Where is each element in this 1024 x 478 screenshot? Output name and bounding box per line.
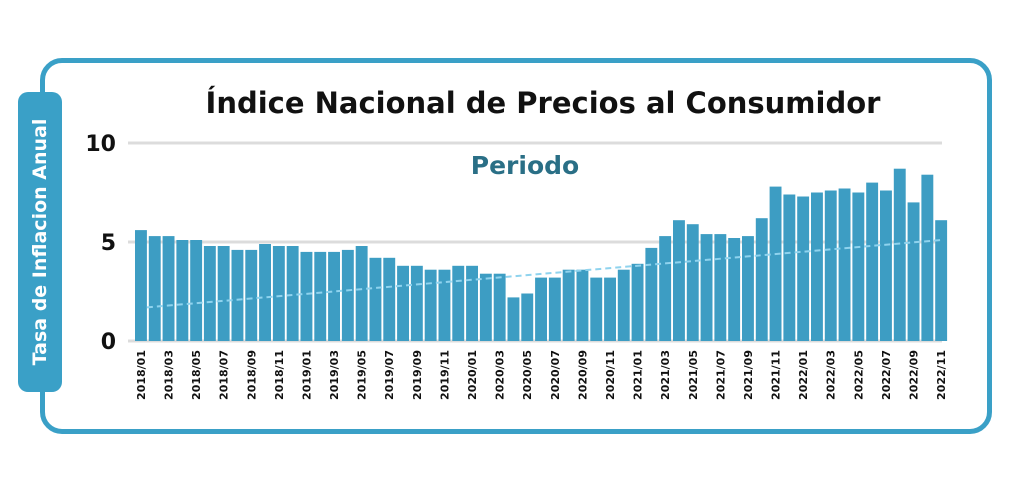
x-tick-label: 2022/09 (908, 350, 921, 400)
y-tick-label: 0 (101, 330, 116, 355)
x-tick-label: 2018/09 (245, 350, 258, 400)
x-tick-label: 2022/03 (825, 350, 838, 400)
x-tick-label: 2020/03 (494, 350, 507, 400)
bar (424, 269, 437, 341)
bar (479, 273, 492, 341)
x-tick-label: 2019/09 (411, 350, 424, 400)
y-axis-label-tab (18, 92, 62, 392)
bar (410, 265, 423, 341)
x-tick-label: 2019/03 (328, 350, 341, 400)
bar (852, 192, 865, 341)
bar (907, 202, 920, 341)
x-tick-label: 2020/07 (549, 350, 562, 400)
bar (245, 249, 258, 341)
bar (631, 263, 644, 341)
bar (797, 196, 810, 341)
bar (783, 194, 796, 341)
bar (259, 244, 271, 341)
bar (659, 236, 672, 341)
trendline (146, 239, 942, 309)
chart-title: Índice Nacional de Precios al Consumidor (206, 86, 882, 120)
x-tick-label: 2019/07 (383, 350, 396, 400)
bar (397, 265, 409, 341)
bar (466, 265, 478, 341)
bar (286, 246, 299, 341)
bar (272, 246, 285, 341)
bar (300, 251, 313, 341)
x-tick-label: 2019/11 (438, 350, 451, 400)
bar (217, 246, 230, 341)
x-tick-label: 2020/01 (466, 350, 479, 400)
bar (742, 236, 754, 341)
bar (714, 234, 727, 341)
x-tick-label: 2018/11 (273, 350, 286, 400)
bar (438, 269, 451, 341)
bar (673, 220, 685, 341)
bar (452, 265, 465, 341)
bar (231, 249, 244, 341)
x-tick-label: 2020/05 (521, 350, 534, 400)
bar (921, 174, 934, 341)
x-tick-label: 2018/07 (218, 350, 231, 400)
x-tick-label: 2018/03 (163, 350, 176, 400)
x-tick-label: 2019/01 (301, 350, 314, 400)
x-tick-label: 2021/05 (687, 350, 700, 400)
bar (548, 277, 561, 341)
bar (203, 246, 216, 341)
x-tick-label: 2021/03 (659, 350, 672, 400)
x-tick-label: 2018/05 (190, 350, 203, 400)
x-axis-title: Periodo (471, 151, 579, 180)
bar (148, 236, 161, 341)
bar (838, 188, 851, 341)
bar (893, 168, 906, 341)
bar (604, 277, 616, 341)
bar (190, 240, 203, 341)
bar (176, 240, 189, 341)
bar (328, 251, 340, 341)
x-tick-label: 2020/11 (604, 350, 617, 400)
y-tick-label: 10 (85, 132, 116, 157)
bar (521, 293, 534, 341)
bar (617, 269, 630, 341)
x-tick-label: 2021/09 (742, 350, 755, 400)
bar (686, 224, 699, 341)
x-tick-label: 2022/07 (880, 350, 893, 400)
bar (824, 190, 837, 341)
x-tick-label: 2020/09 (576, 350, 589, 400)
bar (369, 257, 382, 341)
x-tick-label: 2022/01 (797, 350, 810, 400)
bar (880, 190, 892, 341)
x-tick-label: 2018/01 (135, 350, 148, 400)
x-tick-label: 2021/01 (632, 350, 645, 400)
bar (562, 269, 575, 341)
bar (769, 186, 782, 341)
bar (314, 251, 327, 341)
bar (935, 220, 948, 341)
bar (341, 249, 354, 341)
bar (590, 277, 603, 341)
bar (645, 247, 658, 341)
bar (507, 297, 520, 341)
x-tick-label: 2022/11 (935, 350, 948, 400)
x-tick-label: 2022/05 (852, 350, 865, 400)
bar (728, 238, 741, 341)
bar (811, 192, 823, 341)
x-tick-label: 2021/07 (714, 350, 727, 400)
bar (866, 182, 879, 341)
bar (135, 230, 147, 341)
bar (162, 236, 175, 341)
bar (493, 273, 506, 341)
bar (755, 218, 768, 341)
bar (383, 257, 396, 341)
x-tick-label: 2021/11 (770, 350, 783, 400)
bar (700, 234, 713, 341)
x-tick-label: 2019/05 (356, 350, 369, 400)
bar (535, 277, 547, 341)
bar (576, 269, 589, 341)
y-tick-label: 5 (101, 231, 116, 256)
bar (355, 246, 368, 341)
